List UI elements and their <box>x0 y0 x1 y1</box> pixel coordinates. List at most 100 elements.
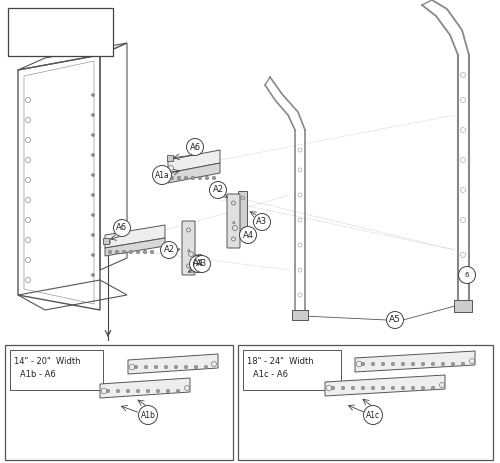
Circle shape <box>190 256 206 273</box>
Circle shape <box>391 362 395 366</box>
Circle shape <box>129 250 133 254</box>
Circle shape <box>411 386 415 390</box>
Circle shape <box>122 250 126 254</box>
Circle shape <box>154 365 158 369</box>
Circle shape <box>176 389 180 393</box>
Circle shape <box>156 389 160 393</box>
Polygon shape <box>325 375 445 396</box>
Circle shape <box>421 386 425 390</box>
Circle shape <box>461 362 465 366</box>
Circle shape <box>361 386 365 390</box>
Circle shape <box>152 165 172 184</box>
Circle shape <box>116 389 120 393</box>
Circle shape <box>92 194 94 196</box>
Circle shape <box>92 113 94 117</box>
Circle shape <box>431 386 435 390</box>
Polygon shape <box>105 225 165 248</box>
Circle shape <box>194 256 210 273</box>
Text: A2: A2 <box>164 245 174 255</box>
Circle shape <box>144 365 148 369</box>
Circle shape <box>106 389 110 393</box>
Text: A1c - A6: A1c - A6 <box>253 370 288 379</box>
Circle shape <box>108 250 112 254</box>
Text: A1b - A6: A1b - A6 <box>20 370 56 379</box>
Circle shape <box>114 219 130 237</box>
Circle shape <box>177 176 181 180</box>
Circle shape <box>164 365 168 369</box>
Polygon shape <box>128 354 218 374</box>
Circle shape <box>431 362 435 366</box>
FancyBboxPatch shape <box>238 192 248 238</box>
Text: A4: A4 <box>192 259 203 269</box>
Circle shape <box>240 226 256 244</box>
Circle shape <box>210 181 226 199</box>
Text: 6: 6 <box>465 272 469 278</box>
FancyBboxPatch shape <box>182 221 195 275</box>
Circle shape <box>170 176 174 180</box>
Circle shape <box>381 362 385 366</box>
Polygon shape <box>168 150 220 173</box>
Circle shape <box>381 386 385 390</box>
FancyBboxPatch shape <box>10 350 103 390</box>
Circle shape <box>421 362 425 366</box>
Text: A4: A4 <box>242 231 254 239</box>
Circle shape <box>115 250 119 254</box>
Text: A1c: A1c <box>366 411 380 419</box>
Circle shape <box>351 386 355 390</box>
Circle shape <box>174 365 178 369</box>
Circle shape <box>92 254 94 257</box>
Circle shape <box>198 176 202 180</box>
FancyBboxPatch shape <box>227 194 240 248</box>
FancyBboxPatch shape <box>5 345 233 460</box>
Polygon shape <box>355 351 475 372</box>
Circle shape <box>401 386 405 390</box>
Circle shape <box>386 312 404 329</box>
Text: A1b: A1b <box>140 411 156 419</box>
Text: A2: A2 <box>212 186 224 194</box>
Circle shape <box>184 176 188 180</box>
Polygon shape <box>103 238 109 244</box>
Circle shape <box>150 250 154 254</box>
Circle shape <box>136 250 140 254</box>
Text: A6: A6 <box>190 143 200 151</box>
Circle shape <box>371 386 375 390</box>
Text: A1a: A1a <box>154 170 170 180</box>
Circle shape <box>341 386 345 390</box>
Circle shape <box>401 362 405 366</box>
Circle shape <box>451 362 455 366</box>
Circle shape <box>194 365 198 369</box>
Circle shape <box>166 389 170 393</box>
Circle shape <box>191 176 195 180</box>
Text: A6: A6 <box>116 224 128 232</box>
Circle shape <box>143 250 147 254</box>
Circle shape <box>364 406 382 425</box>
Circle shape <box>391 386 395 390</box>
Text: a: a <box>186 248 190 252</box>
Text: A5: A5 <box>389 315 401 325</box>
Circle shape <box>204 365 208 369</box>
FancyBboxPatch shape <box>8 8 113 56</box>
FancyBboxPatch shape <box>292 310 308 320</box>
Text: A3: A3 <box>256 218 268 226</box>
Polygon shape <box>167 155 173 161</box>
Text: A1a - A6: A1a - A6 <box>20 34 58 43</box>
Text: a: a <box>231 220 235 225</box>
FancyBboxPatch shape <box>238 345 493 460</box>
Text: A3: A3 <box>196 259 207 269</box>
Circle shape <box>205 176 209 180</box>
Circle shape <box>92 233 94 237</box>
Circle shape <box>92 133 94 137</box>
Circle shape <box>92 274 94 276</box>
Circle shape <box>92 154 94 156</box>
Circle shape <box>186 138 204 156</box>
Text: 18" - 24"  Width: 18" - 24" Width <box>247 357 314 366</box>
Circle shape <box>126 389 130 393</box>
Circle shape <box>361 362 365 366</box>
Circle shape <box>92 174 94 176</box>
Circle shape <box>184 365 188 369</box>
FancyBboxPatch shape <box>454 300 472 312</box>
Circle shape <box>441 362 445 366</box>
Circle shape <box>160 242 178 258</box>
Circle shape <box>134 365 138 369</box>
Text: 14" - 20"  Width: 14" - 20" Width <box>14 357 80 366</box>
